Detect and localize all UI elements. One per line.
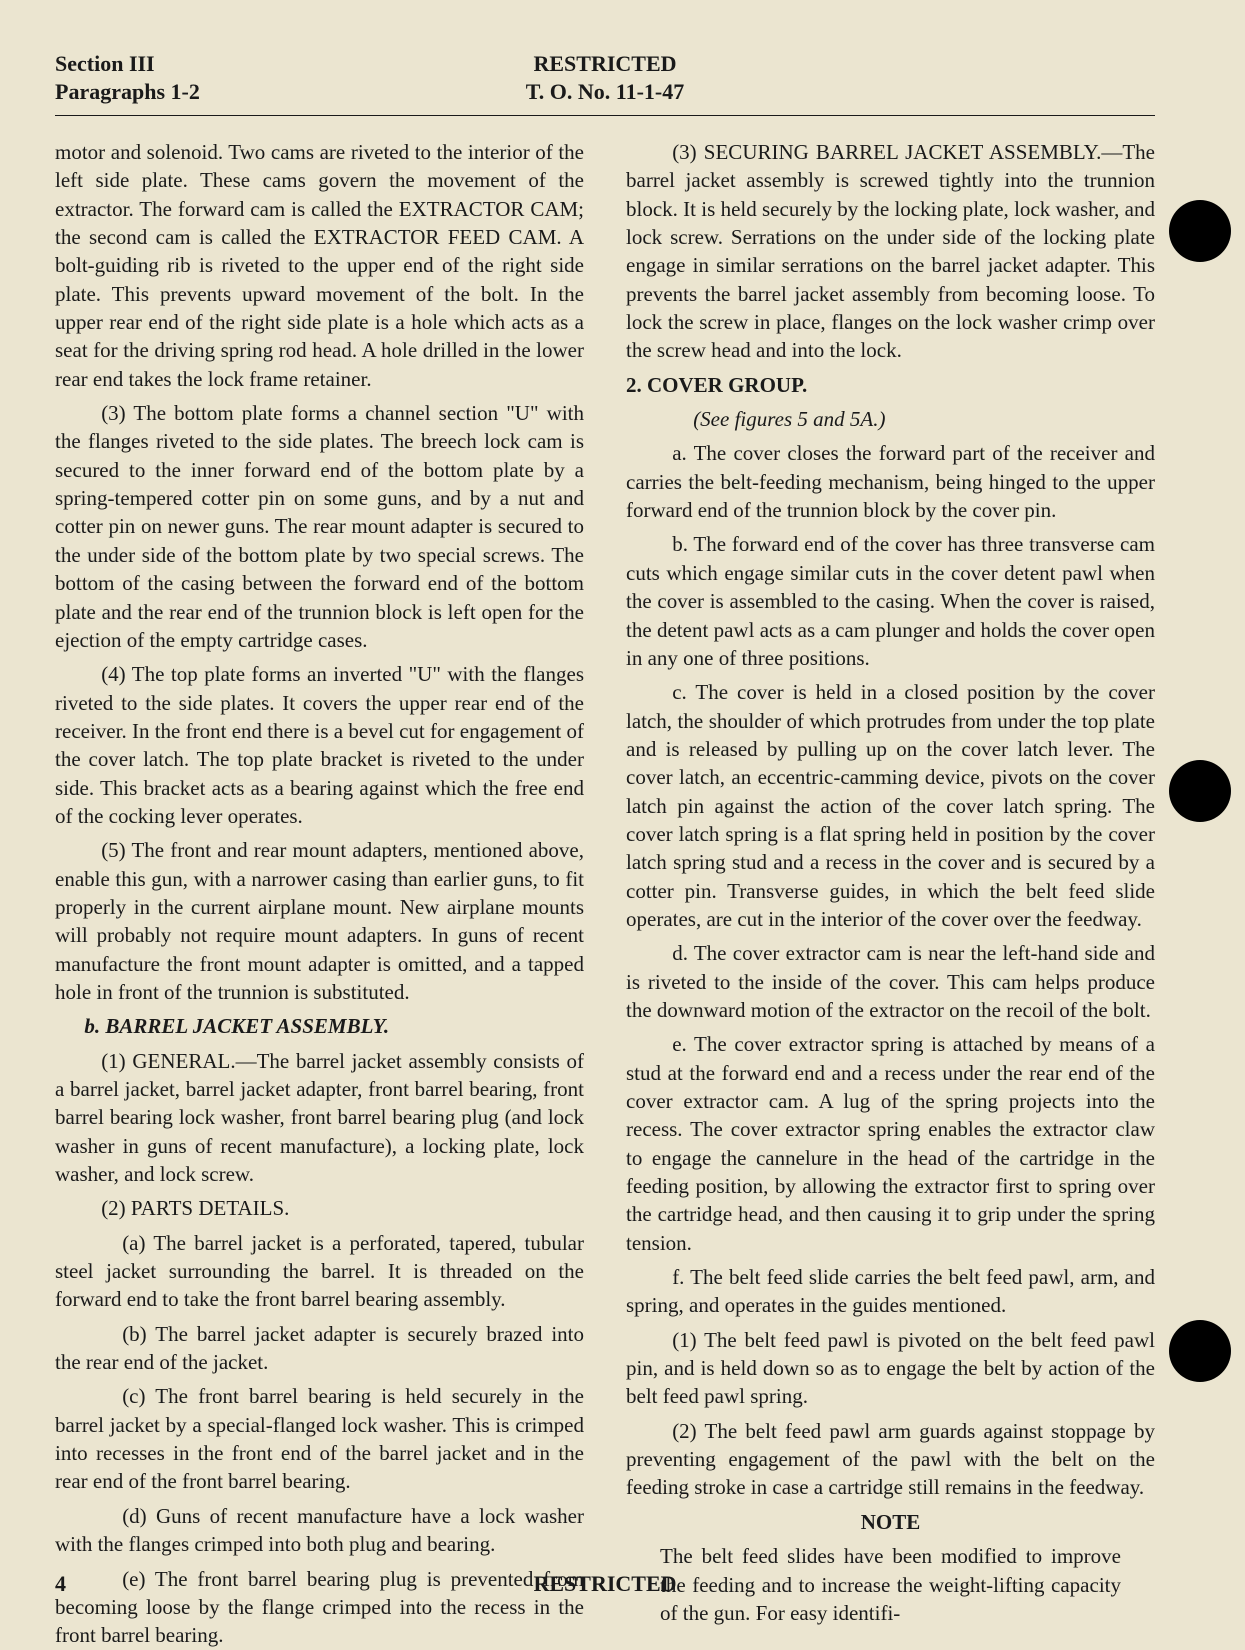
classification-top: RESTRICTED xyxy=(395,50,815,78)
para-4: (5) The front and rear mount adapters, m… xyxy=(55,836,584,1006)
para-15: c. The cover is held in a closed positio… xyxy=(626,678,1155,933)
para-8: (b) The barrel jacket adapter is securel… xyxy=(55,1320,584,1377)
header-center: RESTRICTED T. O. No. 11-1-47 xyxy=(395,50,815,105)
para-3: (4) The top plate forms an inverted "U" … xyxy=(55,660,584,830)
to-number: T. O. No. 11-1-47 xyxy=(395,78,815,106)
note-heading: NOTE xyxy=(626,1508,1155,1536)
punch-hole-2 xyxy=(1169,760,1231,822)
para-6: (2) PARTS DETAILS. xyxy=(55,1194,584,1222)
para-7: (a) The barrel jacket is a perforated, t… xyxy=(55,1229,584,1314)
header-left: Section III Paragraphs 1-2 xyxy=(55,50,395,105)
para-10: (d) Guns of recent manufacture have a lo… xyxy=(55,1502,584,1559)
subhead-barrel: b. BARREL JACKET ASSEMBLY. xyxy=(55,1012,584,1040)
section-label: Section III xyxy=(55,50,395,78)
classification-bottom: RESTRICTED xyxy=(55,1571,1155,1597)
punch-hole-3 xyxy=(1169,1320,1231,1382)
punch-hole-1 xyxy=(1169,200,1231,262)
para-2: (3) The bottom plate forms a channel sec… xyxy=(55,399,584,654)
para-1: motor and solenoid. Two cams are riveted… xyxy=(55,138,584,393)
para-5: (1) GENERAL.—The barrel jacket assembly … xyxy=(55,1047,584,1189)
footer: 4 RESTRICTED xyxy=(55,1571,1155,1597)
page-content: Section III Paragraphs 1-2 RESTRICTED T.… xyxy=(55,50,1155,1580)
para-9: (c) The front barrel bearing is held sec… xyxy=(55,1382,584,1495)
para-12: (3) SECURING BARREL JACKET ASSEMBLY.—The… xyxy=(626,138,1155,365)
para-20: (2) The belt feed pawl arm guards agains… xyxy=(626,1417,1155,1502)
para-17: e. The cover extractor spring is attache… xyxy=(626,1030,1155,1257)
para-13: a. The cover closes the forward part of … xyxy=(626,439,1155,524)
section-2-head: 2. COVER GROUP. xyxy=(626,371,1155,399)
para-16: d. The cover extractor cam is near the l… xyxy=(626,939,1155,1024)
para-14: b. The forward end of the cover has thre… xyxy=(626,530,1155,672)
header-row: Section III Paragraphs 1-2 RESTRICTED T.… xyxy=(55,50,1155,105)
see-figures: (See figures 5 and 5A.) xyxy=(626,405,1155,433)
header-rule xyxy=(55,115,1155,116)
para-18: f. The belt feed slide carries the belt … xyxy=(626,1263,1155,1320)
paragraphs-label: Paragraphs 1-2 xyxy=(55,78,395,106)
body-columns: motor and solenoid. Two cams are riveted… xyxy=(55,138,1155,1650)
para-19: (1) The belt feed pawl is pivoted on the… xyxy=(626,1326,1155,1411)
